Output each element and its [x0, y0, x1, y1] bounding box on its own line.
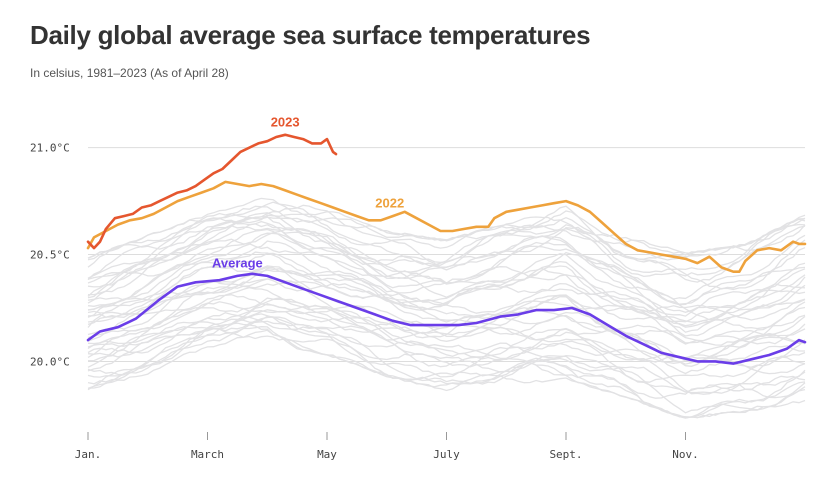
historical-year-line: [87, 315, 806, 414]
historical-year-line: [87, 204, 806, 290]
historical-year-line: [87, 265, 806, 330]
series-line-2022: [86, 180, 807, 274]
chart-subtitle: In celsius, 1981–2023 (As of April 28): [30, 66, 229, 80]
historical-year-line: [87, 297, 806, 345]
x-tick-label: July: [433, 448, 460, 461]
historical-year-line: [87, 240, 806, 337]
y-tick-label: 20.5°C: [30, 249, 70, 262]
highlight-series: [86, 133, 807, 365]
historical-year-line: [87, 298, 806, 395]
historical-year-line: [87, 218, 806, 299]
historical-year-line: [87, 197, 806, 259]
historical-year-line: [87, 212, 806, 281]
historical-year-line: [87, 252, 806, 333]
historical-year-line: [87, 277, 806, 364]
axes: 21.0°C 20.5°C 20.0°C Jan. March May July Sept. N…: [30, 142, 699, 461]
series-line-average: [86, 272, 807, 365]
historical-year-line: [87, 227, 806, 321]
historical-year-line: [87, 223, 806, 304]
series-label-average: Average: [212, 255, 263, 270]
historical-year-line: [87, 312, 806, 383]
series-labels: Average 2022 2023: [212, 114, 404, 270]
series-label-2023: 2023: [271, 114, 300, 129]
historical-year-line: [87, 309, 806, 375]
x-tick-label: Nov.: [672, 448, 699, 461]
series-line-2023: [86, 133, 338, 250]
y-tick-label: 20.0°C: [30, 355, 70, 368]
historical-year-line: [87, 303, 806, 368]
historical-year-line: [87, 216, 806, 313]
x-tick-label: Sept.: [549, 448, 582, 461]
series-label-2022: 2022: [375, 196, 404, 211]
historical-series: [87, 197, 806, 419]
x-tick-label: March: [191, 448, 224, 461]
historical-year-line: [87, 316, 806, 399]
historical-year-line: [87, 232, 806, 328]
x-tick-label: May: [317, 448, 337, 461]
historical-year-line: [87, 266, 806, 367]
historical-year-line: [87, 238, 806, 312]
x-tick-label: Jan.: [75, 448, 102, 461]
historical-year-line: [87, 313, 806, 419]
historical-year-line: [87, 326, 806, 419]
y-tick-label: 21.0°C: [30, 142, 70, 155]
chart-title: Daily global average sea surface tempera…: [30, 20, 591, 50]
